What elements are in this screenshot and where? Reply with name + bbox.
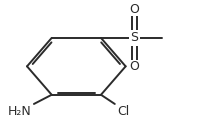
Text: O: O [130,60,139,73]
Text: S: S [131,31,139,44]
Text: O: O [130,3,139,16]
Text: Cl: Cl [117,105,129,118]
Text: H₂N: H₂N [8,105,32,118]
